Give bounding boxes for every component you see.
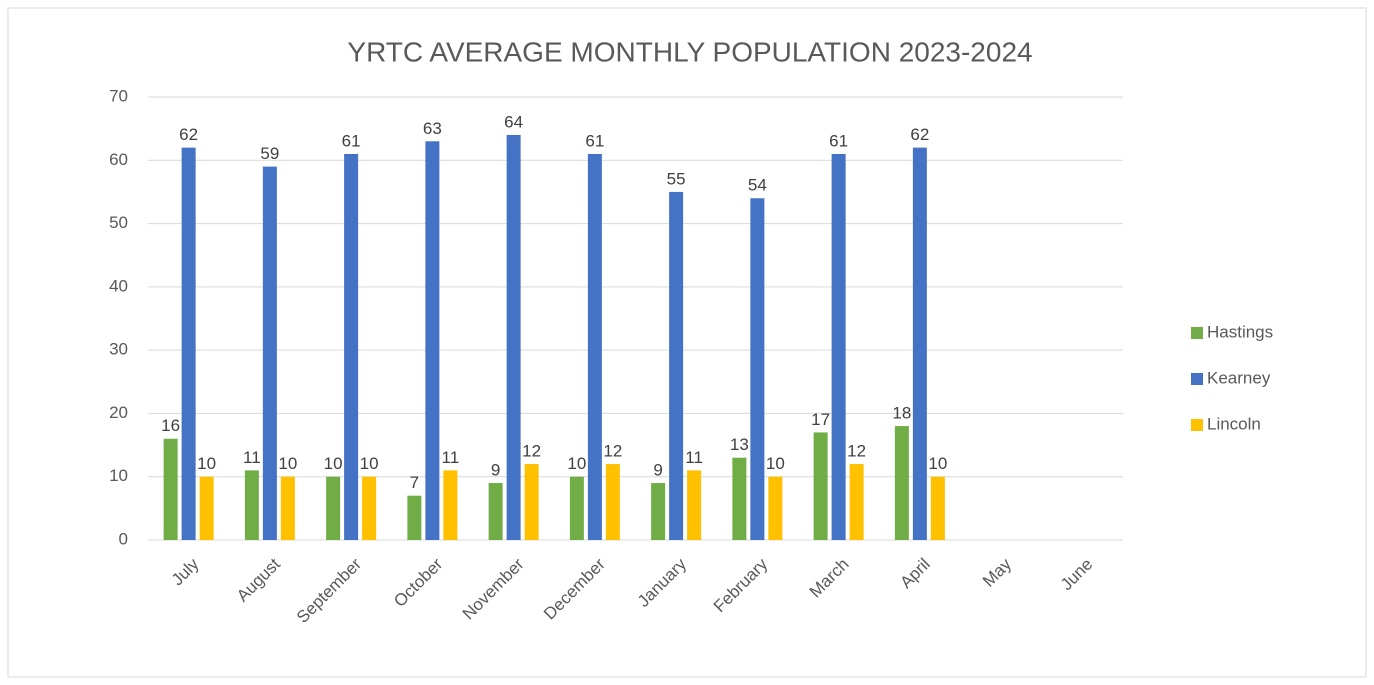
y-tick-label: 30 (109, 340, 128, 359)
bar (768, 476, 783, 540)
data-label: 10 (766, 454, 785, 473)
data-label: 10 (928, 454, 947, 473)
data-label: 11 (685, 448, 703, 467)
data-label: 9 (653, 461, 662, 480)
data-label: 61 (342, 131, 361, 150)
data-label: 55 (667, 169, 686, 188)
bar (669, 191, 684, 540)
bar (524, 464, 539, 540)
legend-label: Lincoln (1207, 414, 1261, 433)
bar (651, 483, 666, 540)
data-label: 12 (847, 442, 866, 461)
data-label: 17 (811, 410, 830, 429)
chart-title: YRTC AVERAGE MONTHLY POPULATION 2023-202… (347, 36, 1032, 67)
bar (199, 476, 214, 540)
data-label: 9 (491, 461, 500, 480)
bar (732, 457, 747, 540)
legend-swatch (1191, 373, 1203, 385)
data-label: 61 (585, 131, 604, 150)
bar (687, 470, 702, 540)
bar (813, 432, 828, 540)
bar (849, 464, 864, 540)
y-tick-label: 20 (109, 403, 128, 422)
data-label: 62 (910, 125, 929, 144)
data-label: 63 (423, 119, 442, 138)
data-label: 12 (522, 442, 541, 461)
data-label: 7 (410, 473, 419, 492)
y-tick-label: 40 (109, 276, 128, 295)
y-tick-label: 10 (109, 466, 128, 485)
y-tick-label: 0 (119, 529, 128, 548)
legend-label: Hastings (1207, 322, 1273, 341)
data-label: 54 (748, 176, 767, 195)
data-label: 62 (179, 125, 198, 144)
data-label: 10 (567, 454, 586, 473)
bar (569, 476, 584, 540)
data-label: 13 (730, 435, 749, 454)
data-label: 11 (442, 448, 460, 467)
data-label: 18 (892, 404, 911, 423)
bar (912, 147, 927, 540)
y-tick-label: 70 (109, 86, 128, 105)
bar (262, 166, 277, 540)
data-label: 59 (260, 144, 279, 163)
data-label: 10 (360, 454, 379, 473)
bar (443, 470, 458, 540)
data-label: 10 (197, 454, 216, 473)
data-label: 61 (829, 131, 848, 150)
chart-frame (7, 7, 1367, 678)
data-label: 11 (243, 448, 261, 467)
data-label: 10 (324, 454, 343, 473)
y-tick-label: 50 (109, 213, 128, 232)
bar (930, 476, 945, 540)
bar (362, 476, 377, 540)
data-label: 16 (161, 416, 180, 435)
bar (750, 198, 765, 540)
bar (506, 134, 521, 540)
bar (605, 464, 620, 540)
bar (163, 438, 178, 540)
bar (587, 153, 602, 540)
bar (244, 470, 259, 540)
bar (831, 153, 846, 540)
legend-swatch (1191, 327, 1203, 339)
y-tick-label: 60 (109, 150, 128, 169)
bar (344, 153, 359, 540)
data-label: 10 (278, 454, 297, 473)
bar (181, 147, 196, 540)
legend-swatch (1191, 419, 1203, 431)
data-label: 12 (603, 442, 622, 461)
bar (280, 476, 295, 540)
bar (326, 476, 341, 540)
bar (894, 426, 909, 540)
bar (488, 483, 503, 540)
legend-label: Kearney (1207, 368, 1271, 387)
bar (407, 495, 422, 540)
data-label: 64 (504, 112, 523, 131)
bar (425, 141, 440, 541)
